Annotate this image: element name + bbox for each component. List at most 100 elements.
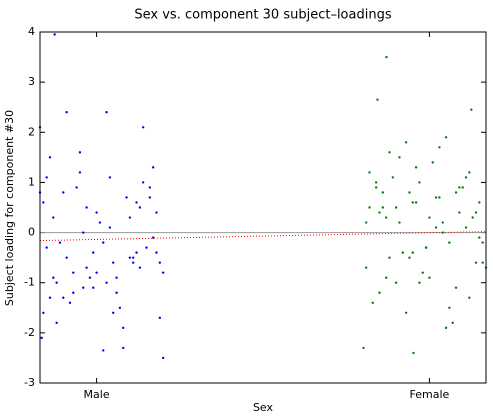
point <box>148 186 152 189</box>
y-tick-label: 4 <box>28 25 35 38</box>
point <box>40 336 43 340</box>
point <box>78 151 82 154</box>
point <box>72 271 75 274</box>
point <box>75 186 78 189</box>
point <box>115 276 118 279</box>
point <box>102 349 105 352</box>
point <box>131 261 135 264</box>
point <box>65 111 68 114</box>
point <box>85 206 88 209</box>
point <box>125 196 128 199</box>
point <box>451 321 454 325</box>
point <box>458 186 461 189</box>
point <box>444 326 448 330</box>
point <box>138 206 142 209</box>
y-tick-label: 1 <box>28 175 35 188</box>
point <box>58 241 62 244</box>
point <box>474 211 478 214</box>
point <box>112 311 115 314</box>
point <box>364 266 368 269</box>
point <box>441 221 444 224</box>
point <box>92 286 95 289</box>
point <box>401 251 404 254</box>
point <box>62 296 65 299</box>
point <box>434 226 438 229</box>
point <box>135 201 138 204</box>
point <box>471 216 474 219</box>
point <box>148 196 152 199</box>
point <box>128 256 132 259</box>
point <box>122 326 125 330</box>
point <box>141 126 145 129</box>
point <box>438 196 441 199</box>
point <box>408 256 411 259</box>
x-tick-label: Male <box>84 388 110 401</box>
point <box>424 246 428 249</box>
y-tick-label: 2 <box>28 125 35 138</box>
point <box>481 261 484 264</box>
point <box>421 271 424 274</box>
point <box>161 356 165 360</box>
point <box>448 241 451 244</box>
point <box>438 146 441 149</box>
point <box>385 55 388 59</box>
point <box>48 156 52 159</box>
point <box>42 201 45 204</box>
point <box>378 211 381 214</box>
point <box>364 221 368 224</box>
point <box>398 221 401 224</box>
y-axis-label: Subject loading for component #30 <box>3 110 16 306</box>
point <box>72 291 75 294</box>
point <box>62 191 65 194</box>
point <box>141 181 145 184</box>
chart-title: Sex vs. component 30 subject–loadings <box>134 8 391 23</box>
point <box>102 241 105 244</box>
y-tick-label: -3 <box>24 376 35 389</box>
point <box>434 196 438 199</box>
point <box>388 256 391 259</box>
point <box>55 281 58 284</box>
point <box>88 276 92 279</box>
point <box>381 191 385 194</box>
y-tick-label: 3 <box>28 75 35 88</box>
point <box>478 236 481 239</box>
point <box>82 286 85 289</box>
point <box>118 306 122 309</box>
point <box>52 216 55 219</box>
point <box>474 261 478 264</box>
point <box>391 176 395 179</box>
point <box>151 166 155 169</box>
y-tick-label: -2 <box>24 326 35 339</box>
point <box>371 301 375 304</box>
point <box>381 206 385 209</box>
point <box>468 296 471 299</box>
point <box>98 221 102 224</box>
point <box>85 266 88 269</box>
point <box>45 176 48 179</box>
x-axis-label: Sex <box>253 401 274 414</box>
point <box>155 211 158 214</box>
point <box>398 156 401 159</box>
point <box>78 171 82 174</box>
point <box>428 276 431 279</box>
point <box>151 236 155 239</box>
point <box>368 206 371 209</box>
point <box>82 231 85 234</box>
x-tick-label: Female <box>410 388 450 401</box>
point <box>408 191 411 194</box>
plot-area <box>40 32 486 383</box>
y-tick-label: 0 <box>28 226 35 239</box>
point <box>454 286 458 289</box>
point <box>441 231 444 234</box>
point <box>448 306 451 309</box>
point <box>92 251 95 254</box>
point <box>45 246 48 249</box>
point <box>378 291 381 294</box>
point <box>95 271 98 274</box>
point <box>105 281 108 284</box>
point <box>394 206 398 209</box>
point <box>138 266 142 269</box>
point <box>374 181 378 184</box>
point <box>481 241 484 244</box>
